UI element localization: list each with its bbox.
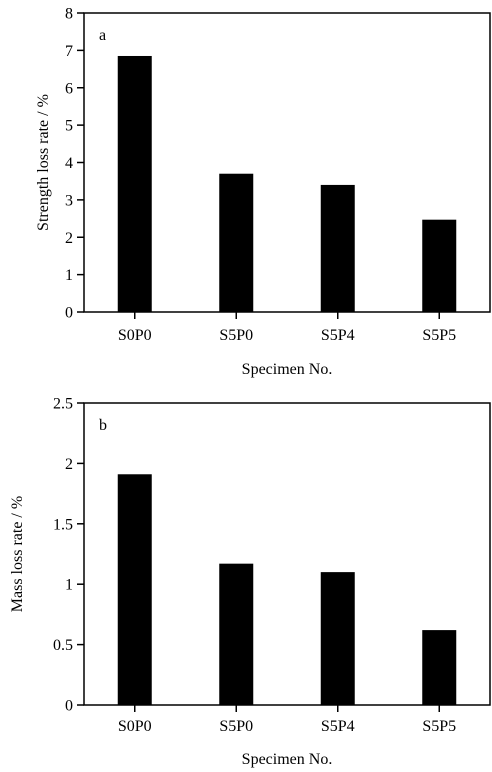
chart-panel-a: 0 1 2 3 4 5 6 7 8 S0P0 S5P0 S5P4 S5P5 a Specimen No. St… xyxy=(35,6,491,378)
y-tick-label: 1 xyxy=(65,267,73,284)
panel-label: a xyxy=(99,27,106,44)
bar-s5p5 xyxy=(422,630,457,705)
bar-s5p4 xyxy=(320,572,355,705)
y-tick-label: 8 xyxy=(65,6,73,23)
x-tick-label: S5P4 xyxy=(321,718,355,735)
y-tick-label: 5 xyxy=(65,118,73,135)
y-tick-label: 2 xyxy=(65,230,73,247)
x-tick-label: S5P5 xyxy=(422,718,456,735)
y-tick-label: 1.5 xyxy=(53,516,73,533)
y-tick-label: 0 xyxy=(65,305,73,322)
x-tick-label: S0P0 xyxy=(118,718,152,735)
y-tick-label: 2 xyxy=(65,456,73,473)
y-tick-label: 2.5 xyxy=(53,396,73,413)
x-tick-label: S5P0 xyxy=(219,327,253,344)
y-tick-label: 1 xyxy=(65,577,73,594)
bar-s5p5 xyxy=(422,219,457,312)
y-tick-label: 0.5 xyxy=(53,637,73,654)
x-tick-label: S5P0 xyxy=(219,718,253,735)
x-axis-title: Specimen No. xyxy=(242,361,333,378)
panel-label: b xyxy=(99,417,107,434)
bar-s5p4 xyxy=(320,184,355,312)
x-tick-label: S5P5 xyxy=(422,327,456,344)
bar-s5p0 xyxy=(219,563,254,705)
bar-s0p0 xyxy=(117,474,152,705)
y-tick-label: 7 xyxy=(65,43,73,60)
y-tick-label: 3 xyxy=(65,192,73,209)
x-tick-label: S0P0 xyxy=(118,327,152,344)
y-axis-title: Mass loss rate / % xyxy=(9,496,26,612)
chart-panel-b: 0 0.5 1 1.5 2 2.5 S0P0 S5P0 S5P4 S5P5 b Specimen No… xyxy=(9,396,491,768)
x-axis-title: Specimen No. xyxy=(242,751,333,768)
y-tick-label: 6 xyxy=(65,80,73,97)
y-tick-label: 0 xyxy=(65,698,73,715)
plot-frame xyxy=(83,402,491,706)
x-tick-label: S5P4 xyxy=(321,327,355,344)
y-axis-title: Strength loss rate / % xyxy=(35,94,52,231)
bar-s0p0 xyxy=(117,55,152,312)
y-tick-label: 4 xyxy=(65,155,73,172)
bar-s5p0 xyxy=(219,173,254,312)
